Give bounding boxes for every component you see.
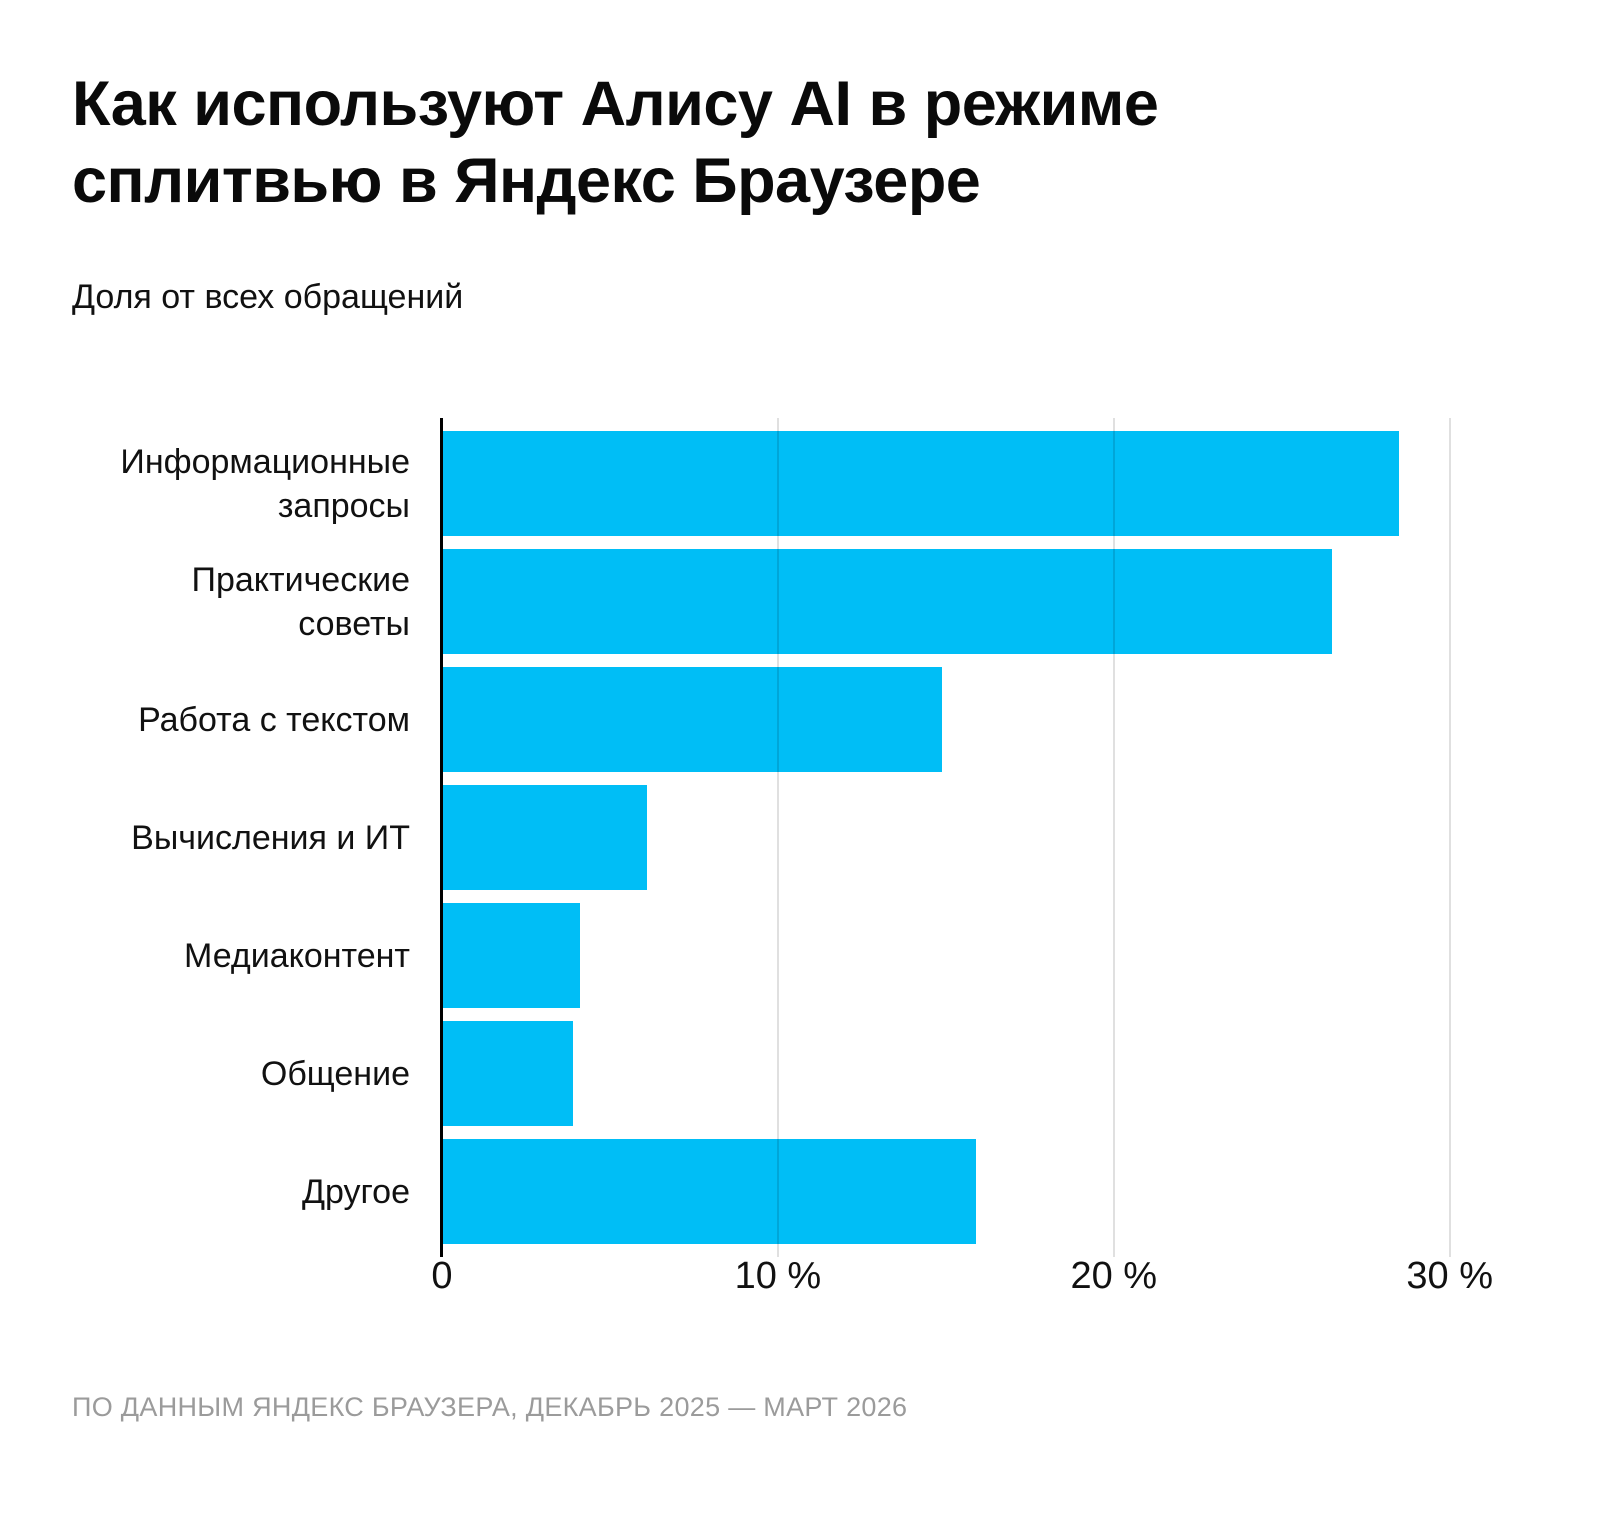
chart-title: Как используют Алису AI в режиме сплитвь…: [72, 69, 1159, 216]
bar: [442, 431, 1400, 536]
bar-track: [442, 1021, 1490, 1126]
bar-row: Другое: [72, 1139, 1490, 1244]
bar-track: [442, 549, 1490, 654]
category-label: Практические советы: [191, 560, 410, 643]
bar-rows: Информационные запросы Практические совет…: [72, 431, 1490, 1257]
x-tick-label: 10 %: [734, 1255, 822, 1297]
x-tick-label: 0: [431, 1255, 453, 1297]
category-label: Медиаконтент: [184, 936, 410, 975]
bar-row: Практические советы: [72, 549, 1490, 654]
bar-track: [442, 667, 1490, 772]
bar: [442, 667, 943, 772]
bar-row: Медиаконтент: [72, 903, 1490, 1008]
bar: [442, 903, 580, 1008]
bar: [442, 1139, 977, 1244]
category-label: Другое: [301, 1172, 410, 1211]
x-tick-label: 30 %: [1406, 1255, 1493, 1297]
x-tick-label: 20 %: [1070, 1255, 1158, 1297]
bar: [442, 785, 647, 890]
bar-track: [442, 431, 1490, 536]
category-label: Вычисления и ИТ: [131, 818, 410, 857]
bar-track: [442, 785, 1490, 890]
bar-row: Вычисления и ИТ: [72, 785, 1490, 890]
bar: [442, 1021, 573, 1126]
source-note: ПО ДАННЫМ ЯНДЕКС БРАУЗЕРА, ДЕКАБРЬ 2025 …: [72, 1392, 908, 1422]
bar-row: Работа с текстом: [72, 667, 1490, 772]
bar-track: [442, 903, 1490, 1008]
category-label: Информационные запросы: [120, 442, 410, 525]
bar: [442, 549, 1333, 654]
category-label: Общение: [260, 1054, 410, 1093]
chart-subtitle: Доля от всех обращений: [72, 278, 464, 316]
bar-row: Общение: [72, 1021, 1490, 1126]
bar-track: [442, 1139, 1490, 1244]
category-label: Работа с текстом: [138, 700, 410, 739]
bar-row: Информационные запросы: [72, 431, 1490, 536]
